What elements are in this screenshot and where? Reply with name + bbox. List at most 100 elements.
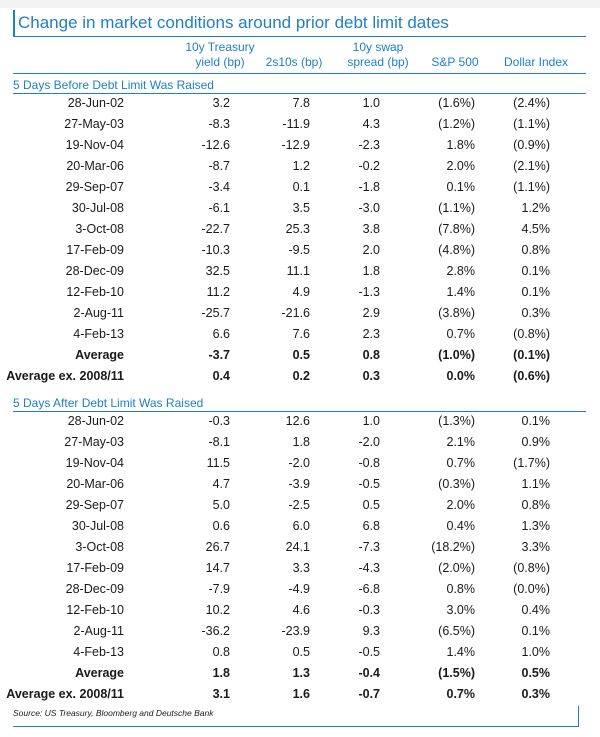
row-value: 1.8 (362, 264, 380, 278)
row-label: Average (75, 348, 124, 362)
row-label: 4-Feb-13 (73, 645, 124, 659)
row-value: (2.1%) (513, 159, 550, 173)
table-row: 12-Feb-10 11.2 4.9 -1.3 1.4% 0.1% (0, 282, 600, 303)
row-label: 19-Nov-04 (65, 138, 124, 152)
row-value: 4.6 (292, 603, 310, 617)
row-value: 7.8 (292, 96, 310, 110)
header-10y-swap: 10y swap spread (bp) (338, 40, 418, 70)
row-value: -3.7 (208, 348, 230, 362)
row-label: 4-Feb-13 (73, 327, 124, 341)
row-value: 0.3% (521, 687, 551, 701)
row-value: -6.8 (358, 582, 380, 596)
row-value: -1.3 (358, 285, 380, 299)
row-value: 4.3 (362, 117, 380, 131)
row-value: 0.1% (521, 264, 551, 278)
row-label: 28-Dec-09 (65, 582, 124, 596)
row-value: -3.4 (208, 180, 230, 194)
row-label: 3-Oct-08 (75, 540, 124, 554)
row-value: 0.8% (446, 582, 476, 596)
row-value: (0.6%) (513, 369, 550, 383)
row-label: 28-Jun-02 (67, 414, 124, 428)
row-label: 20-Mar-06 (66, 477, 124, 491)
row-value: 3.0% (446, 603, 476, 617)
row-value: -25.7 (201, 306, 231, 320)
table-row: 17-Feb-09 14.7 3.3 -4.3 (2.0%) (0.8%) (0, 558, 600, 579)
row-value: (1.0%) (438, 348, 475, 362)
row-value: 26.7 (205, 540, 230, 554)
row-label: 27-May-03 (64, 435, 124, 449)
row-value: 3.8 (362, 222, 380, 236)
row-value: -3.9 (288, 477, 310, 491)
bottom-corner-tick (578, 706, 579, 727)
row-value: (2.0%) (438, 561, 475, 575)
row-value: 0.9% (521, 435, 551, 449)
table-row: 20-Mar-06 -8.7 1.2 -0.2 2.0% (2.1%) (0, 156, 600, 177)
table-row: 3-Oct-08 -22.7 25.3 3.8 (7.8%) 4.5% (0, 219, 600, 240)
row-value: (0.3%) (438, 477, 475, 491)
row-value: 0.3% (521, 306, 551, 320)
table-row: 2-Aug-11 -36.2 -23.9 9.3 (6.5%) 0.1% (0, 621, 600, 642)
table-row: 19-Nov-04 11.5 -2.0 -0.8 0.7% (1.7%) (0, 453, 600, 474)
row-value: 0.1% (521, 285, 551, 299)
table-row: 28-Dec-09 32.5 11.1 1.8 2.8% 0.1% (0, 261, 600, 282)
row-value: (0.1%) (513, 348, 550, 362)
row-value: (4.8%) (438, 243, 475, 257)
row-value: -8.7 (208, 159, 230, 173)
row-value: 0.1% (521, 624, 551, 638)
row-value: -7.9 (208, 582, 230, 596)
row-value: (1.5%) (438, 666, 475, 680)
row-value: -2.5 (288, 498, 310, 512)
row-value: 0.1% (446, 180, 476, 194)
row-value: -9.5 (288, 243, 310, 257)
row-value: 0.5 (292, 645, 310, 659)
row-value: 1.0 (362, 414, 380, 428)
row-value: 6.8 (362, 519, 380, 533)
row-value: 11.2 (206, 285, 230, 299)
row-value: 4.9 (292, 285, 310, 299)
row-value: 6.6 (212, 327, 230, 341)
row-label: Average (75, 666, 124, 680)
row-value: 0.5 (362, 498, 380, 512)
row-value: 3.5 (292, 201, 310, 215)
row-value: (6.5%) (438, 624, 475, 638)
row-value: 0.7% (446, 456, 476, 470)
row-value: 1.0 (362, 96, 380, 110)
row-label: 17-Feb-09 (66, 243, 124, 257)
row-value: 0.7% (446, 327, 476, 341)
row-value: (7.8%) (438, 222, 475, 236)
row-value: 0.7% (446, 687, 476, 701)
row-value: 0.4 (212, 369, 230, 383)
summary-row: Average ex. 2008/11 3.1 1.6 -0.7 0.7% 0.3% (0, 684, 600, 705)
row-value: 0.2 (292, 369, 310, 383)
row-value: -0.7 (358, 687, 380, 701)
row-value: -0.3 (358, 603, 380, 617)
row-value: 2.1% (446, 435, 476, 449)
table-row: 27-May-03 -8.3 -11.9 4.3 (1.2%) (1.1%) (0, 114, 600, 135)
table-row: 28-Jun-02 3.2 7.8 1.0 (1.6%) (2.4%) (0, 93, 600, 114)
row-value: -0.3 (208, 414, 230, 428)
row-label: 12-Feb-10 (66, 603, 124, 617)
row-value: 1.4% (446, 645, 476, 659)
row-value: 0.8 (362, 348, 380, 362)
row-value: 0.5% (521, 666, 551, 680)
row-label: 2-Aug-11 (73, 306, 125, 320)
header-dollar-index: Dollar Index (503, 55, 569, 69)
header-sp500: S&P 500 (431, 55, 479, 69)
row-value: 0.5 (292, 348, 310, 362)
row-value: 0.8 (212, 645, 230, 659)
row-value: 1.6 (292, 687, 310, 701)
row-value: (1.6%) (438, 96, 475, 110)
row-label: 19-Nov-04 (65, 456, 124, 470)
table-row: 2-Aug-11 -25.7 -21.6 2.9 (3.8%) 0.3% (0, 303, 600, 324)
row-value: (0.9%) (513, 138, 550, 152)
row-value: -6.1 (208, 201, 230, 215)
table-row: 4-Feb-13 0.8 0.5 -0.5 1.4% 1.0% (0, 642, 600, 663)
table-row: 4-Feb-13 6.6 7.6 2.3 0.7% (0.8%) (0, 324, 600, 345)
row-value: 0.4% (446, 519, 476, 533)
row-value: -0.5 (358, 477, 380, 491)
row-value: (2.4%) (513, 96, 550, 110)
row-value: -10.3 (201, 243, 231, 257)
table-row: 19-Nov-04 -12.6 -12.9 -2.3 1.8% (0.9%) (0, 135, 600, 156)
row-value: (1.1%) (438, 201, 475, 215)
row-value: (0.8%) (513, 561, 550, 575)
